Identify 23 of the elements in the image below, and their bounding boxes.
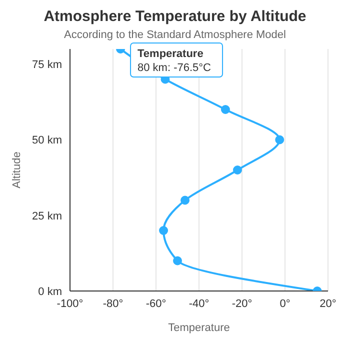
y-tick-label: 50 km xyxy=(32,134,62,147)
x-tick-label: -60° xyxy=(146,298,166,310)
x-tick-label: -20° xyxy=(232,298,252,310)
point xyxy=(159,226,168,235)
series-label: Temperature xyxy=(138,48,204,60)
x-tick-label: -80° xyxy=(102,298,124,310)
x-tick-label: 0° xyxy=(280,298,290,310)
x-tick-label: 20° xyxy=(320,298,336,310)
x-tick-label: -40° xyxy=(188,298,210,310)
point xyxy=(173,256,182,266)
annotation: 80 km: -76.5°C xyxy=(138,62,212,74)
x-tick-label: -100° xyxy=(56,298,84,310)
chart-subtitle: According to the Standard Atmosphere Model xyxy=(63,29,287,41)
point xyxy=(275,135,284,144)
x-axis-title: Temperature xyxy=(168,322,230,334)
chart-title: Atmosphere Temperature by Altitude xyxy=(42,8,308,25)
y-axis-title: Altitude xyxy=(10,152,23,188)
point xyxy=(232,166,242,174)
y-tick-label: 0 km xyxy=(38,286,62,298)
y-tick-label: 25 km xyxy=(32,210,62,222)
point xyxy=(220,105,230,114)
y-tick-label: 75 km xyxy=(32,59,62,72)
point xyxy=(180,196,190,205)
